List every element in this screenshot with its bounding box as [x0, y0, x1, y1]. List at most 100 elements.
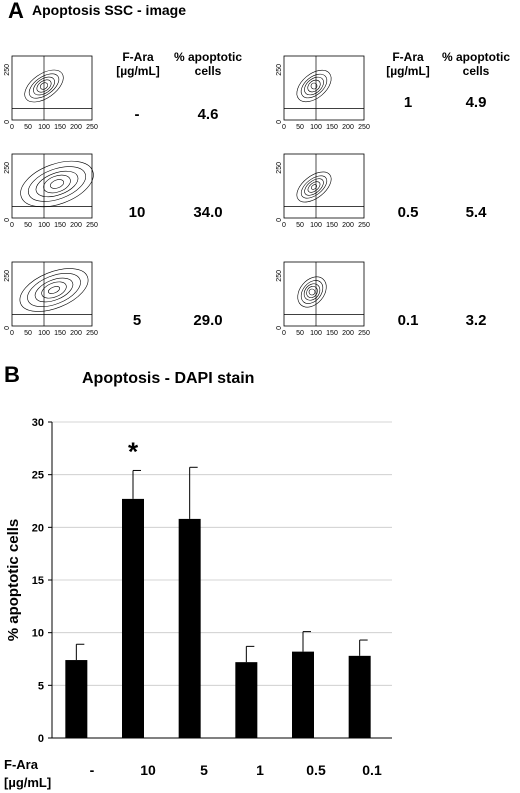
row-right-1-fara: 0.5: [397, 204, 419, 221]
row-right-0-fara: 1: [403, 94, 413, 111]
x-tick-label: 250: [358, 222, 370, 229]
header-pct-left-line1: % apoptotic: [174, 50, 242, 64]
row-right-0-pct: 4.9: [465, 94, 487, 111]
contour-line: [300, 73, 328, 99]
x-tick-label: 250: [358, 124, 370, 131]
contour-line: [306, 286, 318, 298]
plot-frame: [11, 153, 93, 219]
contour-line: [20, 160, 94, 208]
y-tick-label: 15: [32, 575, 44, 587]
x-tick-label: 0: [282, 124, 286, 131]
y-tick-label: 250: [276, 270, 283, 282]
header-pct-right-line2: cells: [462, 64, 490, 78]
x-tick-label: 200: [70, 124, 82, 131]
contour-line: [33, 76, 55, 96]
contour-line: [300, 175, 328, 199]
panel-b-title: Apoptosis - DAPI stain: [82, 370, 255, 387]
x-tick-label: 50: [24, 222, 32, 229]
contour-line: [35, 170, 79, 198]
x-category-label: 1: [256, 762, 264, 778]
panel-a-letter: A: [8, 0, 24, 23]
x-tick-label: 250: [358, 330, 370, 337]
header-pct-left: % apoptotic cells: [168, 50, 248, 78]
x-tick-label: 200: [70, 330, 82, 337]
plot-frame: [11, 55, 93, 121]
header-pct-left-line2: cells: [194, 64, 222, 78]
contour-line: [43, 174, 71, 194]
contour-line: [28, 73, 60, 99]
contour-group: [297, 276, 327, 308]
x-tick-label: 50: [296, 124, 304, 131]
x-tick-label: 50: [24, 124, 32, 131]
bar-chart: 0 5 10 15 20 25 30 % apoptotic cells *: [5, 417, 392, 745]
contour-line: [41, 281, 67, 299]
x-tick-label: 100: [38, 330, 50, 337]
contour-line: [36, 79, 52, 93]
row-left-1-pct: 34.0: [193, 204, 223, 221]
y-tick-label: 25: [32, 470, 44, 482]
y-tick-label: 250: [4, 162, 11, 174]
row-left-0-fara: -: [134, 106, 140, 123]
y-axis-label: % apoptotic cells: [5, 519, 22, 642]
panel-b-letter: B: [4, 362, 20, 387]
y-tick-label: 0: [4, 326, 11, 330]
y-tick-label: 250: [276, 64, 283, 76]
row-left-0-pct: 4.6: [197, 106, 219, 123]
plot-frame: [283, 153, 365, 219]
x-tick-label: 50: [296, 222, 304, 229]
bar: [65, 660, 88, 738]
x-tick-label: 150: [326, 222, 338, 229]
row-left-2-fara: 5: [132, 312, 142, 329]
header-fara-right-line1: F-Ara: [392, 50, 424, 64]
contour-line: [24, 69, 64, 103]
contour-line: [19, 268, 89, 312]
x-tick-label: 150: [54, 124, 66, 131]
header-fara-left-line1: F-Ara: [122, 50, 154, 64]
flow-plot-left-2: 0 250 0 50 100 150 200 250: [4, 261, 98, 337]
y-tick-label: 0: [38, 733, 44, 745]
row-left-2-pct: 29.0: [193, 312, 223, 329]
contour-line: [300, 280, 324, 304]
x-tick-label: 0: [282, 222, 286, 229]
x-tick-label: 200: [342, 222, 354, 229]
x-tick-label: 100: [310, 330, 322, 337]
contour-line: [48, 286, 60, 294]
contour-line: [296, 69, 332, 103]
x-category-label: 0.1: [362, 762, 382, 778]
x-tick-label: 0: [10, 124, 14, 131]
x-tick-label: 150: [326, 124, 338, 131]
x-category-label: 5: [200, 762, 208, 778]
header-fara-right-line2: [µg/mL]: [386, 64, 430, 78]
x-tick-label: 150: [54, 222, 66, 229]
bar: [122, 498, 144, 738]
flow-plot-right-1: 0 250 0 50 100 150 200 250: [276, 153, 370, 229]
x-tick-label: 50: [24, 330, 32, 337]
y-tick-label: 0: [276, 326, 283, 330]
y-tick-label: 10: [32, 628, 44, 640]
row-right-1-pct: 5.4: [465, 204, 487, 221]
contour-group: [24, 69, 64, 103]
flow-plot-left-0: 0 250 0 50 100 150 200 250: [4, 55, 98, 131]
y-tick-label: 250: [4, 270, 11, 282]
contour-line: [34, 277, 74, 303]
x-category-label: 10: [140, 762, 156, 778]
x-axis-label-line1: F-Ara: [4, 757, 38, 772]
header-pct-right-line1: % apoptotic: [442, 50, 510, 64]
x-category-label: 0.5: [306, 762, 326, 778]
y-tick-label: 250: [276, 162, 283, 174]
row-left-1-fara: 10: [128, 204, 146, 221]
contour-group: [20, 160, 94, 208]
contour-line: [307, 181, 321, 193]
x-tick-label: 100: [38, 222, 50, 229]
y-tick-label: 30: [32, 417, 44, 429]
header-fara-left: F-Ara [µg/mL]: [110, 50, 166, 78]
x-tick-label: 0: [10, 330, 14, 337]
header-fara-right: F-Ara [µg/mL]: [380, 50, 436, 78]
contour-line: [307, 79, 321, 93]
y-tick-label: 250: [4, 64, 11, 76]
x-tick-label: 100: [310, 124, 322, 131]
plot-frame: [11, 261, 93, 327]
bar: [348, 655, 371, 738]
significance-marker: *: [128, 436, 139, 466]
y-tick-label: 0: [276, 120, 283, 124]
